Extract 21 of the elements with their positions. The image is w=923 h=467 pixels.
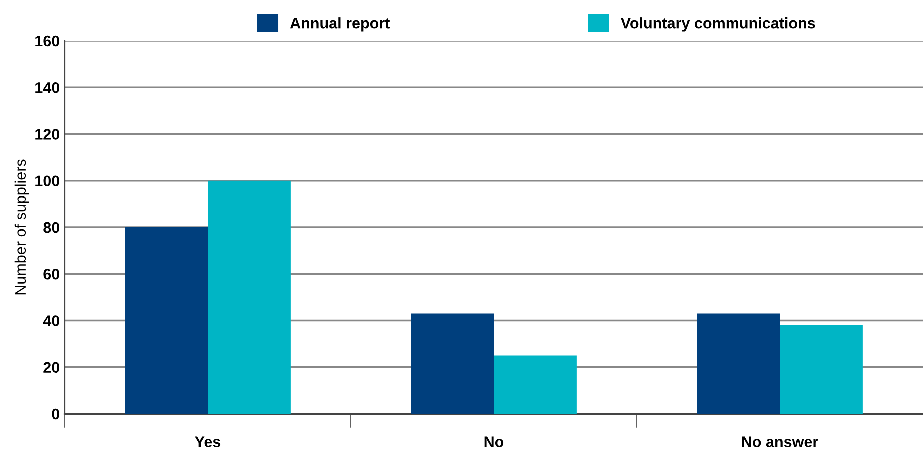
bar xyxy=(780,325,863,414)
bar xyxy=(125,228,208,414)
y-tick-label: 100 xyxy=(36,176,60,187)
x-tick-label: No xyxy=(484,436,504,448)
y-axis-title: Number of suppliers xyxy=(14,160,30,295)
bar xyxy=(494,356,577,414)
bar xyxy=(697,314,780,414)
bar xyxy=(411,314,494,414)
y-tick-label: 140 xyxy=(36,82,60,94)
y-tick-label: 120 xyxy=(36,129,60,140)
y-tick-label: 0 xyxy=(52,408,60,420)
x-tick-label: No answer xyxy=(742,436,818,448)
y-tick-label: 60 xyxy=(44,268,60,280)
legend-label: Voluntary communications xyxy=(620,18,816,32)
y-tick-label: 40 xyxy=(43,316,60,326)
y-tick-label: 160 xyxy=(36,36,60,47)
bar xyxy=(208,180,291,414)
legend-label: Annual report xyxy=(290,18,390,32)
y-tick-label: 80 xyxy=(44,222,60,234)
y-tick-label: 20 xyxy=(44,362,60,374)
x-tick-label: Yes xyxy=(195,436,221,448)
